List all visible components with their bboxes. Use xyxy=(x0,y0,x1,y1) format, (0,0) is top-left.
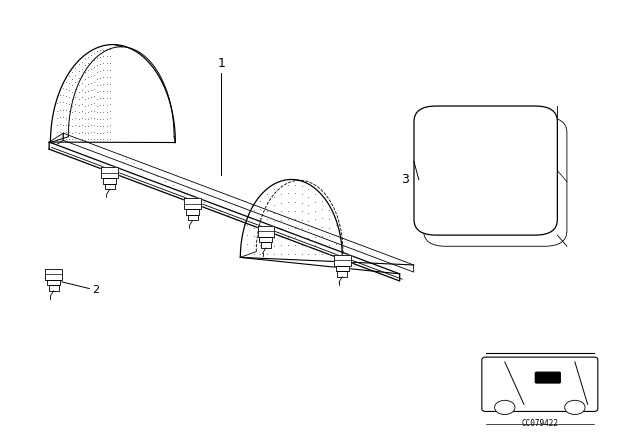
Circle shape xyxy=(495,401,515,414)
Polygon shape xyxy=(184,198,201,209)
FancyBboxPatch shape xyxy=(414,106,557,235)
Text: 3: 3 xyxy=(401,173,409,186)
Text: 2: 2 xyxy=(93,285,100,295)
Polygon shape xyxy=(49,142,399,281)
Polygon shape xyxy=(188,215,198,220)
Polygon shape xyxy=(335,266,349,271)
Circle shape xyxy=(564,401,585,414)
Polygon shape xyxy=(49,133,63,149)
Polygon shape xyxy=(47,280,60,285)
Polygon shape xyxy=(337,271,348,277)
FancyBboxPatch shape xyxy=(536,372,560,383)
Polygon shape xyxy=(45,268,62,280)
FancyBboxPatch shape xyxy=(424,117,567,246)
Polygon shape xyxy=(257,226,274,237)
Polygon shape xyxy=(259,237,273,242)
Polygon shape xyxy=(49,285,59,291)
Text: 1: 1 xyxy=(218,57,225,70)
Polygon shape xyxy=(334,254,351,266)
FancyBboxPatch shape xyxy=(482,357,598,411)
Polygon shape xyxy=(261,242,271,248)
Polygon shape xyxy=(103,178,116,184)
Polygon shape xyxy=(105,184,115,190)
Polygon shape xyxy=(186,209,199,215)
Polygon shape xyxy=(63,133,413,272)
Text: CC079422: CC079422 xyxy=(522,418,558,427)
Polygon shape xyxy=(101,167,118,178)
